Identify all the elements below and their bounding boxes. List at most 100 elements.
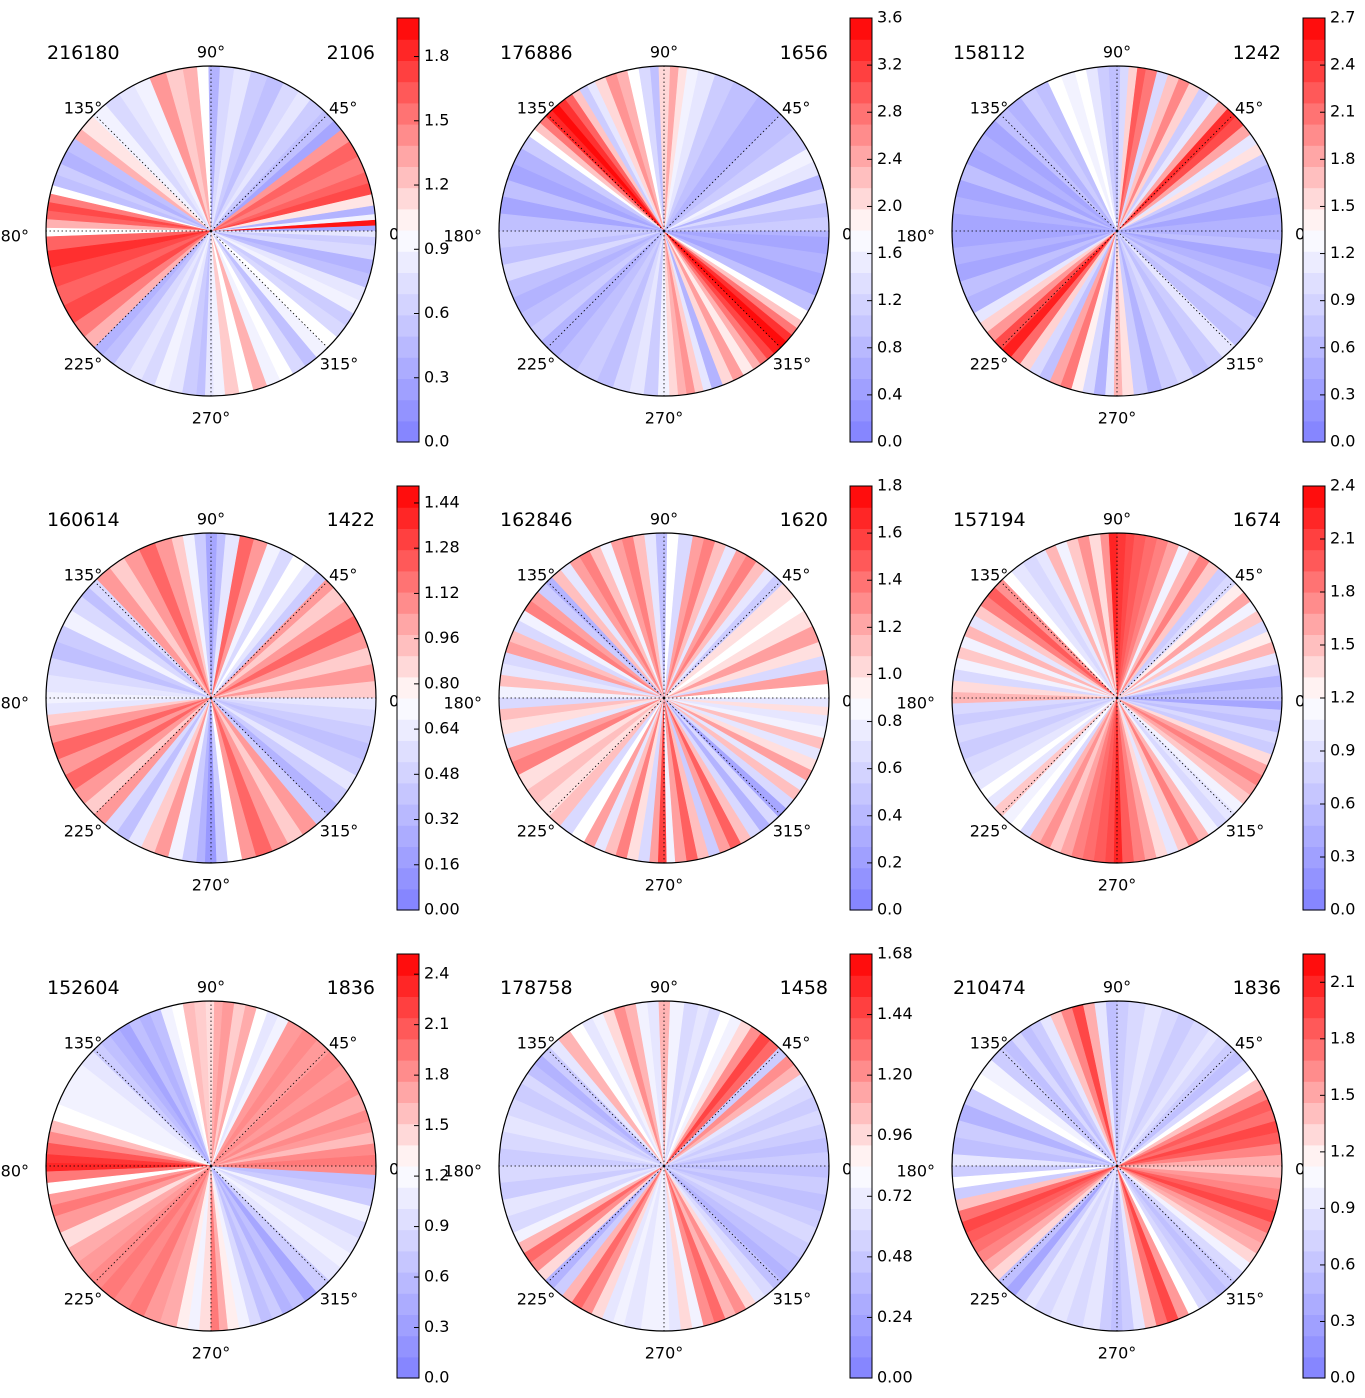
colorbar-band <box>397 486 419 508</box>
sector <box>1116 533 1136 699</box>
angle-label-2: 90° <box>650 978 678 997</box>
title-left: 160614 <box>47 509 120 531</box>
colorbar-band <box>850 1017 872 1040</box>
colorbar-band <box>397 272 419 295</box>
colorbar-band <box>397 528 419 551</box>
angle-label-4: 180° <box>896 227 935 246</box>
colorbar-band <box>850 676 872 699</box>
colorbar-band <box>1303 124 1325 146</box>
colorbar-tick-label: 0.3 <box>424 1317 449 1336</box>
sector-group <box>499 1001 829 1331</box>
sector <box>1081 230 1118 396</box>
colorbar-band <box>850 740 872 763</box>
colorbar-band <box>1303 1038 1325 1061</box>
colorbar-band <box>397 39 419 61</box>
angle-label-5: 225° <box>970 822 1009 841</box>
colorbar-tick-label: 0.64 <box>424 719 460 738</box>
colorbar-band <box>397 166 419 189</box>
grid-spoke <box>547 230 665 348</box>
angle-label-1: 45° <box>782 1034 810 1053</box>
sector <box>499 1147 665 1167</box>
colorbar-tick-label: 0.0 <box>1330 1368 1355 1387</box>
sector <box>1116 697 1282 702</box>
colorbar-band <box>850 954 872 976</box>
sector <box>204 1001 215 1167</box>
sector <box>210 1001 235 1167</box>
title-left: 152604 <box>47 977 120 999</box>
colorbar-tick-label: 0.80 <box>424 673 460 692</box>
colorbar-band <box>850 187 872 210</box>
colorbar-tick-label: 0.32 <box>424 809 460 828</box>
colorbar-band <box>850 1166 872 1188</box>
colorbar-band <box>1303 846 1325 869</box>
colorbar-band <box>397 378 419 401</box>
colorbar-band <box>1303 782 1325 805</box>
colorbar-band <box>397 655 419 678</box>
title-right: 1458 <box>780 977 828 999</box>
colorbar-tick-label: 0.6 <box>877 758 902 777</box>
colorbar-tick-label: 1.12 <box>424 583 460 602</box>
sector-group <box>46 533 376 863</box>
angle-label-5: 225° <box>64 355 103 374</box>
grid-spoke <box>210 1165 328 1283</box>
colorbar-band <box>1303 1166 1325 1188</box>
colorbar-band <box>1303 634 1325 657</box>
angle-label-4: 180° <box>896 694 935 713</box>
colorbar-band <box>397 1356 419 1379</box>
colorbar-band <box>1303 357 1325 379</box>
sector <box>1104 230 1118 396</box>
colorbar-tick-label: 2.1 <box>1330 972 1355 991</box>
sector <box>663 230 829 238</box>
colorbar-band <box>850 1293 872 1315</box>
colorbar-band <box>850 996 872 1019</box>
grid-spoke <box>663 1049 781 1167</box>
colorbar-band <box>850 761 872 784</box>
colorbar-band <box>850 782 872 805</box>
colorbar-tick-label: 0.16 <box>424 854 460 873</box>
colorbar-band <box>1303 1314 1325 1337</box>
title-left: 158112 <box>953 42 1026 64</box>
colorbar-band <box>850 1144 872 1167</box>
angle-label-4: 180° <box>0 1162 29 1181</box>
colorbar-band <box>850 570 872 593</box>
sector <box>625 697 665 863</box>
grid-spoke <box>94 697 212 815</box>
sector <box>1104 697 1118 863</box>
colorbar-band <box>397 1102 419 1125</box>
sector <box>642 230 665 396</box>
colorbar-band <box>850 336 872 358</box>
colorbar-tick-label: 0.9 <box>424 1216 449 1235</box>
colorbar-band <box>1303 1144 1325 1167</box>
colorbar-band <box>397 1208 419 1231</box>
colorbar-band <box>850 804 872 826</box>
sector <box>663 66 688 232</box>
colorbar-tick-label: 0.0 <box>877 432 902 451</box>
colorbar-frame <box>849 953 873 1379</box>
colorbar-band <box>1303 1250 1325 1273</box>
colorbar-tick-label: 1.5 <box>424 110 449 129</box>
colorbar-band <box>397 1123 419 1146</box>
colorbar-tick-label: 0.48 <box>877 1246 913 1265</box>
sector <box>1116 533 1127 699</box>
colorbar-1: 0.0 0.3 0.6 0.9 1.2 1.5 1.8 <box>396 17 449 451</box>
colorbar-tick-label: 2.1 <box>1330 102 1355 121</box>
angle-label-6: 270° <box>645 1344 684 1363</box>
sector <box>1081 697 1118 863</box>
angle-label-5: 225° <box>64 822 103 841</box>
angle-label-1: 45° <box>1235 566 1263 585</box>
sector <box>499 674 665 699</box>
sector <box>210 1001 224 1167</box>
colorbar-tick-label: 2.4 <box>424 964 449 983</box>
sector <box>198 1165 212 1331</box>
colorbar-band <box>850 166 872 189</box>
grid-spoke <box>94 581 212 699</box>
sector <box>654 533 668 699</box>
grid-spoke <box>663 581 781 699</box>
colorbar-band <box>397 634 419 657</box>
angle-label-4: 180° <box>443 227 482 246</box>
sector <box>952 195 1118 232</box>
angle-label-4: 180° <box>443 694 482 713</box>
grid-spoke <box>1116 581 1234 699</box>
colorbar-tick-label: 1.5 <box>424 1115 449 1134</box>
